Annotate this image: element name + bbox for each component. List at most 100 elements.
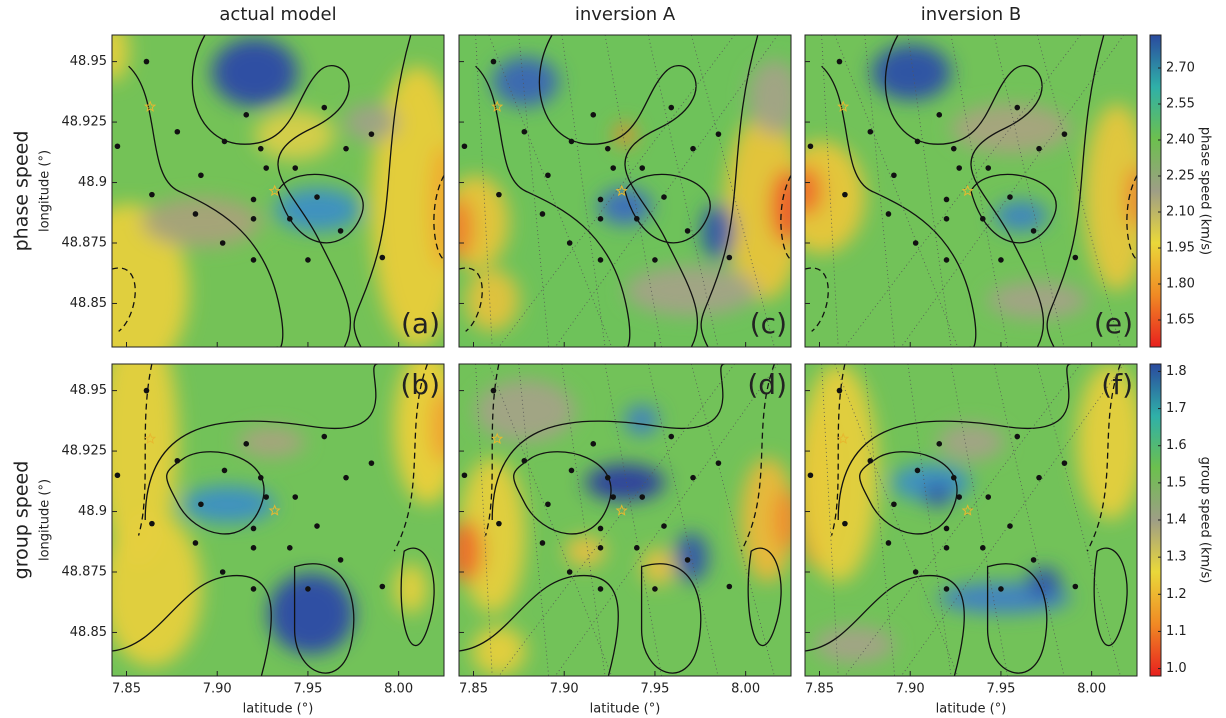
station: [936, 112, 943, 118]
source-star: [615, 504, 628, 516]
contour-dashed: [139, 364, 152, 536]
map-panel: [459, 364, 791, 676]
map-region: [805, 364, 879, 583]
contour: [129, 66, 283, 351]
contour: [112, 576, 271, 676]
map-region: [238, 426, 305, 458]
station: [174, 128, 181, 135]
station: [610, 494, 617, 500]
contour-dashed: [112, 268, 135, 331]
cell-boundary: [865, 364, 895, 676]
map-region: [1083, 103, 1137, 291]
station: [243, 112, 250, 118]
station: [321, 104, 328, 111]
map-panel: [805, 35, 1137, 347]
station: [590, 112, 597, 118]
station: [597, 216, 604, 222]
source-star: [615, 184, 628, 197]
station: [337, 228, 344, 234]
station: [496, 191, 502, 198]
station: [143, 58, 150, 65]
map-region: [625, 265, 758, 316]
station: [661, 194, 667, 200]
y-tick-label: 48.95: [70, 54, 107, 69]
colorbar-tick-label: 1.5: [1166, 475, 1187, 490]
station: [891, 172, 897, 179]
map-panel: [112, 35, 444, 351]
station: [943, 216, 950, 222]
map-region: [1127, 166, 1137, 229]
station: [114, 143, 121, 150]
colorbar-tick-label: 1.4: [1166, 513, 1187, 528]
station: [149, 520, 155, 527]
contour: [476, 66, 630, 351]
y-tick-label: 48.9: [78, 504, 107, 519]
y-tick-label: 48.875: [62, 236, 108, 251]
station: [690, 474, 696, 481]
contour-dashed: [805, 268, 828, 331]
panel-frame: [804, 363, 1138, 677]
map-field: [459, 379, 791, 676]
map-region: [924, 482, 952, 508]
x-tick-label: 7.95: [640, 682, 669, 697]
x-tick-label: 7.85: [459, 682, 488, 697]
station: [715, 460, 722, 466]
map-region: [430, 144, 444, 269]
colorbar-tick-label: 1.80: [1166, 277, 1195, 292]
source-star: [144, 432, 157, 444]
station: [314, 523, 320, 529]
map-field: [805, 364, 1137, 664]
contour: [838, 364, 1070, 520]
map-region: [747, 59, 791, 135]
colorbar-tick-label: 1.2: [1166, 587, 1187, 602]
contour: [354, 35, 411, 347]
station: [661, 523, 667, 529]
map-region: [774, 488, 791, 552]
colorbar-tick-label: 1.3: [1166, 550, 1187, 565]
panel-label: (c): [750, 307, 787, 340]
station: [539, 540, 546, 546]
station: [221, 467, 228, 474]
source-star: [491, 100, 504, 112]
station: [807, 143, 814, 150]
station: [250, 545, 257, 551]
panel-frame: [458, 34, 792, 348]
station: [597, 586, 604, 592]
map-region: [641, 548, 675, 586]
station: [652, 257, 658, 263]
map-region: [459, 197, 473, 260]
station: [684, 557, 691, 563]
colorbar-tick-label: 1.6: [1166, 438, 1187, 453]
station: [836, 387, 843, 394]
map-region: [472, 626, 526, 676]
colorbar-tick-label: 1.7: [1166, 401, 1187, 416]
station: [597, 196, 604, 203]
map-region: [211, 38, 298, 107]
station: [633, 545, 640, 551]
contour-dashed: [1087, 364, 1120, 551]
colorbar-label: group speed (km/s): [1198, 457, 1213, 584]
source-star: [491, 432, 504, 444]
station: [985, 165, 992, 171]
station: [979, 545, 986, 551]
cell-boundary: [519, 364, 549, 676]
map-region: [344, 103, 398, 142]
column-title: inversion A: [575, 4, 676, 25]
station: [690, 145, 696, 152]
x-tick-label: 8.00: [384, 682, 413, 697]
colorbar: [1149, 34, 1162, 348]
station: [912, 240, 919, 246]
contour: [885, 35, 1043, 347]
station: [250, 196, 257, 203]
station: [174, 457, 181, 464]
source-star: [268, 184, 281, 197]
y-axis-label: longitude (°): [38, 479, 53, 561]
contour: [514, 452, 611, 534]
station: [604, 474, 611, 481]
station: [250, 586, 257, 592]
y-tick-label: 48.875: [62, 565, 108, 580]
station: [936, 441, 943, 447]
x-tick-label: 7.90: [203, 682, 232, 697]
x-axis-label: latitude (°): [590, 702, 661, 717]
station: [221, 138, 228, 145]
